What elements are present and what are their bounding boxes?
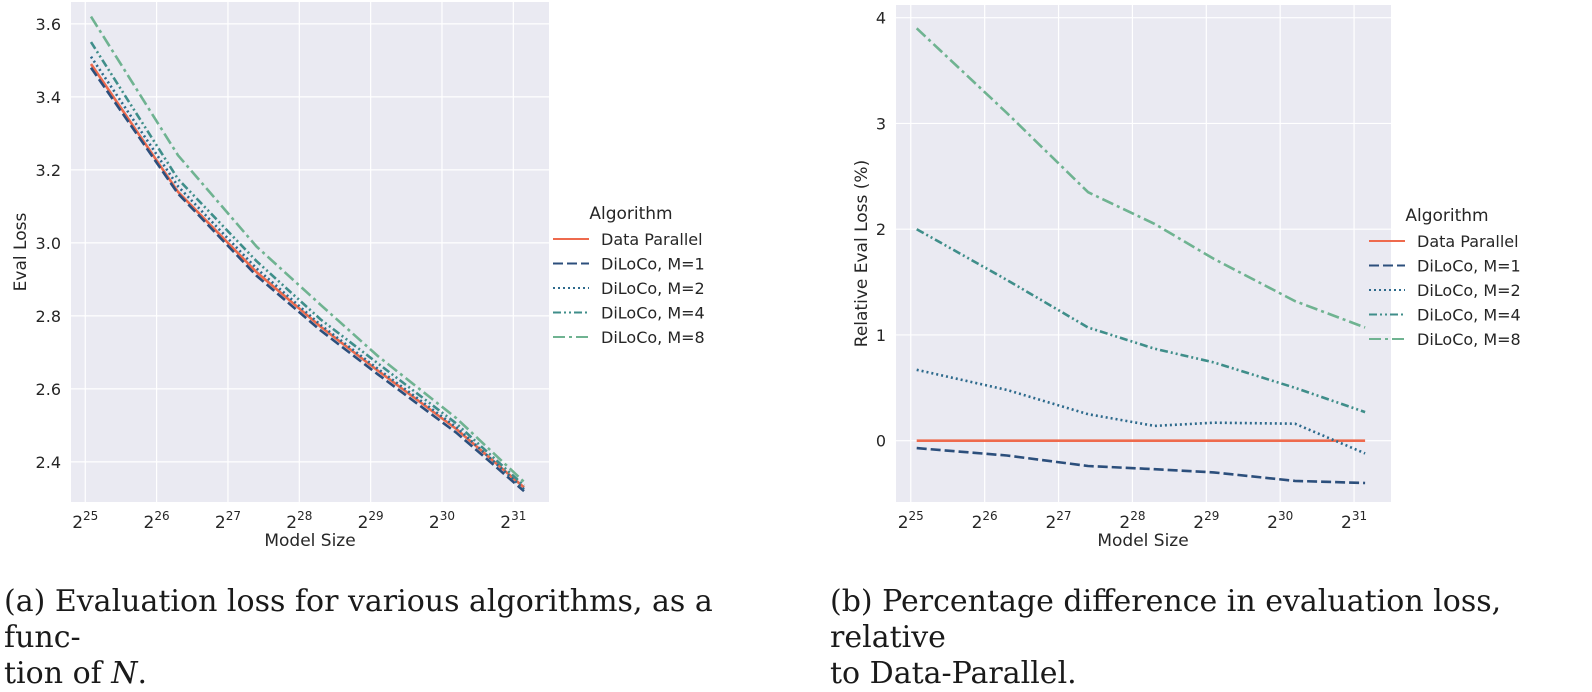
caption-a-variable: N xyxy=(111,656,138,691)
y-tick-label-b-2: 2 xyxy=(876,220,886,239)
series-line-b-2 xyxy=(916,368,1366,455)
legend-label-a-3: DiLoCo, M=4 xyxy=(601,304,705,323)
x-tick-label-a-2: 227 xyxy=(215,509,241,533)
legend-label-b-1: DiLoCo, M=1 xyxy=(1417,257,1521,276)
legend-title-a: Algorithm xyxy=(589,204,672,224)
series-line-a-3 xyxy=(89,41,525,487)
series-line-a-1 xyxy=(89,66,525,493)
x-tick-label-a-6: 231 xyxy=(500,509,526,533)
x-tick-label-b-5: 230 xyxy=(1267,509,1293,533)
chart-panel-b: 225 226 227 228 229 230 231 0 1 2 3 4 Model Size Rela… xyxy=(852,5,1521,551)
y-tick-label-a-4: 3.2 xyxy=(36,161,61,180)
x-tick-label-b-0: 225 xyxy=(898,509,924,533)
x-tick-label-a-3: 228 xyxy=(286,509,312,533)
series-line-b-1 xyxy=(916,446,1366,485)
caption-b-line2: to Data-Parallel. xyxy=(830,656,1077,691)
caption-a-period: . xyxy=(137,656,148,691)
caption-b: (b) Percentage difference in evaluation … xyxy=(830,584,1590,692)
y-tick-label-b-0: 0 xyxy=(876,432,886,451)
x-tick-label-a-1: 226 xyxy=(144,509,170,533)
x-tick-label-b-6: 231 xyxy=(1341,509,1367,533)
caption-a: (a) Evaluation loss for various algorith… xyxy=(4,584,764,692)
legend-a: Algorithm Data Parallel DiLoCo, M=1 DiLoCo,… xyxy=(553,204,705,347)
legend-label-b-4: DiLoCo, M=8 xyxy=(1417,330,1521,349)
y-tick-label-a-1: 2.6 xyxy=(36,380,61,399)
y-tick-label-a-2: 2.8 xyxy=(36,307,61,326)
x-tick-label-b-4: 229 xyxy=(1193,509,1219,533)
y-tick-label-b-1: 1 xyxy=(876,326,886,345)
x-tick-label-a-5: 230 xyxy=(429,509,455,533)
legend-title-b: Algorithm xyxy=(1405,206,1488,226)
caption-a-line1: (a) Evaluation loss for various algorith… xyxy=(4,584,713,655)
plot-area-a xyxy=(71,2,549,502)
x-tick-label-a-0: 225 xyxy=(72,509,98,533)
x-tick-label-b-1: 226 xyxy=(972,509,998,533)
legend-b: Algorithm Data Parallel DiLoCo, M=1 DiLoCo,… xyxy=(1369,206,1521,349)
legend-label-b-0: Data Parallel xyxy=(1417,232,1519,251)
y-tick-label-b-3: 3 xyxy=(876,114,886,133)
legend-label-b-2: DiLoCo, M=2 xyxy=(1417,281,1521,300)
y-tick-label-a-3: 3.0 xyxy=(36,234,61,253)
legend-label-a-1: DiLoCo, M=1 xyxy=(601,255,705,274)
y-axis-label-a: Eval Loss xyxy=(11,213,31,292)
x-tick-label-b-3: 228 xyxy=(1119,509,1145,533)
chart-panel-a: 225 226 227 228 229 230 231 2.4 2.6 2.8 3.0 3.2 3.4 3… xyxy=(11,2,705,551)
caption-b-line1: (b) Percentage difference in evaluation … xyxy=(830,584,1502,655)
legend-label-b-3: DiLoCo, M=4 xyxy=(1417,306,1521,325)
legend-label-a-0: Data Parallel xyxy=(601,230,703,249)
series-line-b-4 xyxy=(915,27,1366,329)
x-axis-label-a: Model Size xyxy=(264,531,355,551)
series-line-a-4 xyxy=(89,15,525,483)
y-tick-label-b-4: 4 xyxy=(876,9,886,28)
y-tick-label-a-6: 3.6 xyxy=(36,15,61,34)
series-line-a-0 xyxy=(89,63,525,489)
x-tick-label-a-4: 229 xyxy=(358,509,384,533)
figure: 225 226 227 228 229 230 2312.42.62.83.03.23.43… xyxy=(11,2,1521,551)
x-axis-label-b: Model Size xyxy=(1097,531,1188,551)
series-line-a-2 xyxy=(89,55,525,491)
y-tick-label-a-0: 2.4 xyxy=(36,453,61,472)
x-tick-label-b-2: 227 xyxy=(1045,509,1071,533)
legend-label-a-4: DiLoCo, M=8 xyxy=(601,328,705,347)
y-tick-label-a-5: 3.4 xyxy=(36,88,61,107)
caption-a-line2-text: tion of xyxy=(4,656,112,691)
legend-label-a-2: DiLoCo, M=2 xyxy=(601,279,705,298)
y-axis-label-b: Relative Eval Loss (%) xyxy=(852,160,872,347)
